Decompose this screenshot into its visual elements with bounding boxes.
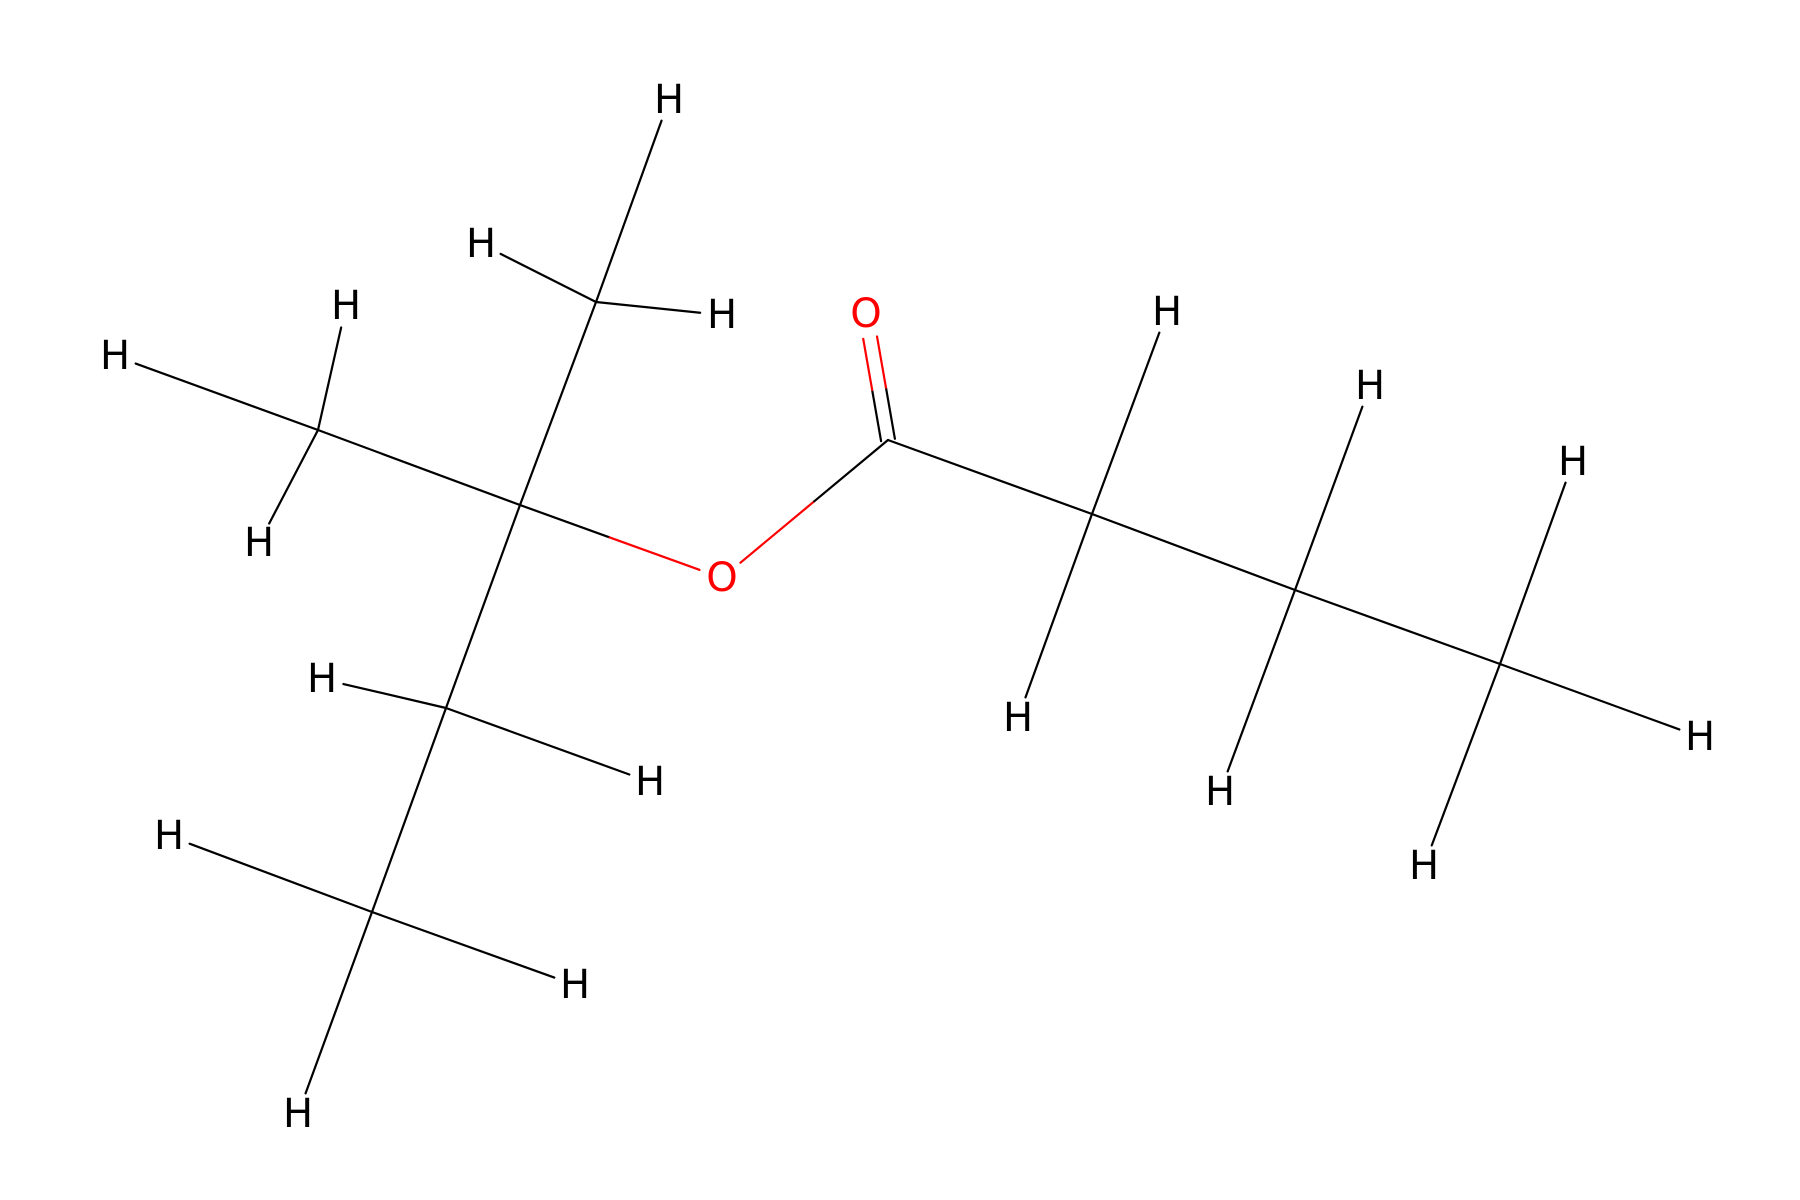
hydrogen-atom-label: H (1152, 289, 1182, 335)
bond-C_ester-O_carbonyl-line2-half-b (862, 337, 874, 392)
bond-C_quat-O_ether-half-a (518, 503, 611, 539)
hydrogen-atom-label: H (100, 333, 130, 379)
hydrogen-atom-label: H (283, 1091, 313, 1137)
bond-C_gamma-H17 (1498, 662, 1681, 731)
hydrogen-atom-label: H (1355, 363, 1385, 409)
bond-C_quat-C_methyl_left (316, 428, 522, 507)
bond-C_ester-O_carbonyl-line1-half-a (884, 386, 897, 440)
bond-C_ethyl_ch2-C_ethyl_ch3 (370, 706, 448, 914)
bond-C_gamma-H16 (1498, 481, 1567, 666)
hydrogen-atom-label: H (1409, 843, 1439, 889)
hydrogen-atom-label: H (635, 759, 665, 805)
bond-C_quat-C_ethyl_ch2 (444, 503, 522, 710)
bond-C_ethyl_ch3-H9 (188, 842, 374, 914)
bond-C_ethyl_ch2-H8 (444, 706, 631, 776)
atom-labels-layer: O O H H H H H H H H H H H H H H H H H H (100, 77, 1715, 1137)
bond-C_beta-H15 (1226, 588, 1297, 773)
hydrogen-atom-label: H (331, 283, 361, 329)
bond-O_ether-C_ester-half-a (739, 500, 816, 564)
hydrogen-atom-label: H (707, 292, 737, 338)
bond-C_methyl_top-H3 (594, 300, 702, 314)
bond-C_gamma-H18 (1430, 662, 1502, 847)
bond-C_alpha-C_beta (1090, 512, 1297, 592)
bond-C_ester-C_alpha (886, 438, 1094, 516)
bond-C_methyl_left-H4 (316, 326, 343, 432)
hydrogen-atom-label: H (1558, 439, 1588, 485)
bond-C_beta-C_gamma (1293, 588, 1502, 666)
bond-C_quat-O_ether-half-b (608, 536, 701, 571)
bonds-layer (134, 119, 1681, 1095)
hydrogen-atom-label: H (154, 813, 184, 859)
bond-C_ester-O_carbonyl-line1-half-b (875, 335, 888, 389)
hydrogen-atom-label: H (560, 962, 590, 1008)
bond-C_methyl_top-H1 (594, 119, 663, 304)
bond-C_ethyl_ch3-H10 (370, 910, 556, 979)
bond-C_methyl_left-H5 (134, 362, 320, 432)
hydrogen-atom-label: H (1685, 714, 1715, 760)
hydrogen-atom-label: H (1003, 695, 1033, 741)
hydrogen-atom-label: H (1205, 769, 1235, 815)
bond-C_alpha-H12 (1090, 331, 1161, 516)
hydrogen-atom-label: H (307, 656, 337, 702)
hydrogen-atom-label: H (466, 221, 496, 267)
hydrogen-atom-label: H (244, 520, 274, 566)
bond-C_alpha-H13 (1024, 512, 1094, 699)
bond-C_quat-C_methyl_top (518, 300, 598, 507)
bond-C_ethyl_ch3-H11 (304, 910, 374, 1095)
bond-C_ethyl_ch2-H7 (342, 682, 448, 710)
bond-C_ester-O_carbonyl-line2-half-a (871, 388, 883, 443)
bond-C_methyl_left-H6 (268, 428, 320, 525)
oxygen-atom-label: O (706, 555, 737, 601)
bond-C_beta-H14 (1293, 405, 1364, 592)
oxygen-atom-label: O (850, 291, 881, 337)
bond-C_methyl_top-H2 (499, 252, 598, 304)
bond-O_ether-C_ester-half-b (813, 438, 890, 503)
hydrogen-atom-label: H (654, 77, 684, 123)
